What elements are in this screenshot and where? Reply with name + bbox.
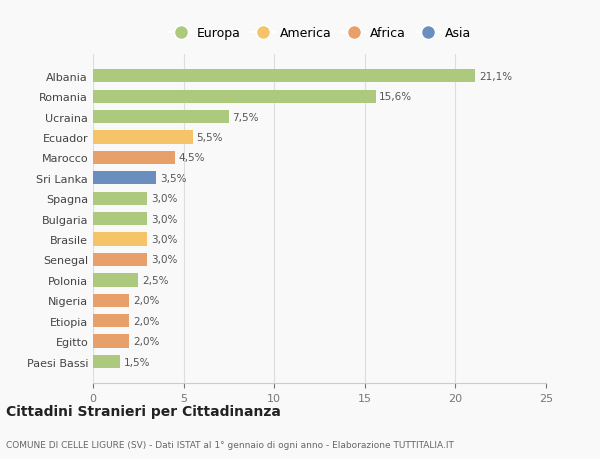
Text: 2,0%: 2,0% — [133, 336, 159, 347]
Text: 4,5%: 4,5% — [178, 153, 205, 163]
Text: 2,0%: 2,0% — [133, 316, 159, 326]
Text: 5,5%: 5,5% — [196, 133, 223, 143]
Text: 15,6%: 15,6% — [379, 92, 412, 102]
Bar — [93, 213, 148, 226]
Text: 2,5%: 2,5% — [142, 275, 169, 285]
Text: COMUNE DI CELLE LIGURE (SV) - Dati ISTAT al 1° gennaio di ogni anno - Elaborazio: COMUNE DI CELLE LIGURE (SV) - Dati ISTAT… — [6, 441, 454, 449]
Text: 3,0%: 3,0% — [151, 194, 178, 204]
Text: 3,0%: 3,0% — [151, 255, 178, 265]
Text: 21,1%: 21,1% — [479, 72, 512, 82]
Text: Cittadini Stranieri per Cittadinanza: Cittadini Stranieri per Cittadinanza — [6, 404, 281, 419]
Bar — [93, 192, 148, 206]
Text: 3,0%: 3,0% — [151, 214, 178, 224]
Text: 3,5%: 3,5% — [160, 174, 187, 184]
Bar — [93, 233, 148, 246]
Bar — [93, 294, 129, 307]
Legend: Europa, America, Africa, Asia: Europa, America, Africa, Asia — [163, 22, 476, 45]
Text: 7,5%: 7,5% — [233, 112, 259, 123]
Text: 1,5%: 1,5% — [124, 357, 151, 367]
Bar — [93, 274, 139, 287]
Bar — [93, 314, 129, 328]
Bar — [93, 90, 376, 104]
Bar — [93, 131, 193, 144]
Bar — [93, 111, 229, 124]
Bar — [93, 355, 120, 368]
Text: 3,0%: 3,0% — [151, 235, 178, 245]
Bar — [93, 172, 157, 185]
Bar — [93, 70, 475, 83]
Bar — [93, 253, 148, 267]
Bar — [93, 151, 175, 165]
Text: 2,0%: 2,0% — [133, 296, 159, 306]
Bar — [93, 335, 129, 348]
